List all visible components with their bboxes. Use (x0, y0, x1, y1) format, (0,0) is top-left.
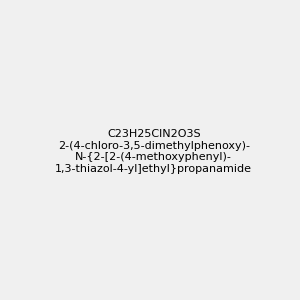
Text: C23H25ClN2O3S
2-(4-chloro-3,5-dimethylphenoxy)-
N-{2-[2-(4-methoxyphenyl)-
1,3-t: C23H25ClN2O3S 2-(4-chloro-3,5-dimethylph… (55, 129, 252, 174)
